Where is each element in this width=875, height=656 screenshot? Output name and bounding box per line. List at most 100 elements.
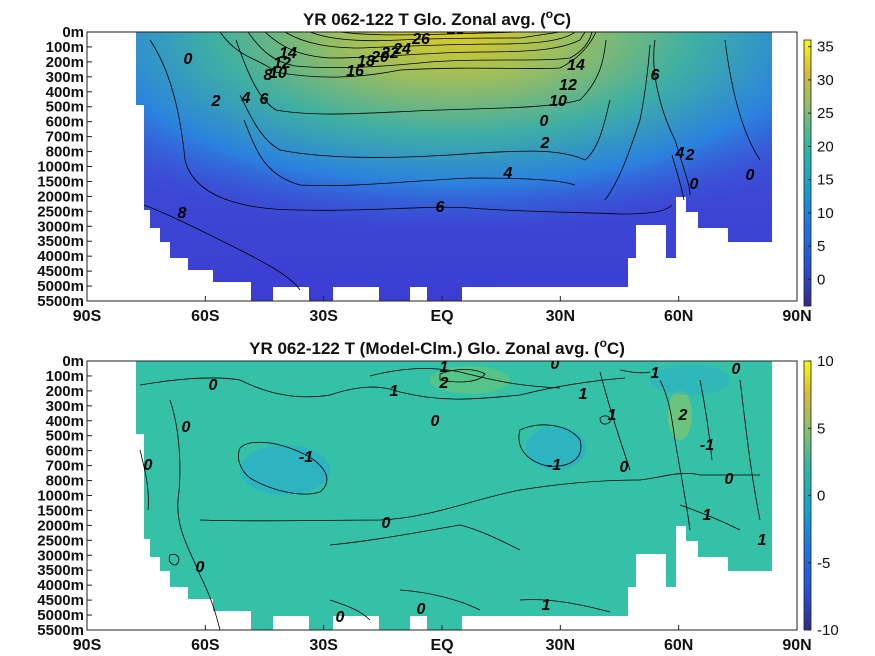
y-tick-label: 500m [46, 428, 84, 445]
y-tick-label: 500m [46, 99, 84, 116]
y-tick-label: 4000m [37, 577, 84, 594]
x-tick-label: 90N [782, 637, 811, 654]
contour-labels-bottom: 0 1 2 1 0 1 0 1 0 -1 -1 0 0 0 0 0 0 1 1 … [144, 356, 767, 626]
y-tick-label: 400m [46, 84, 84, 101]
colorbar-tick-label: 0 [817, 488, 825, 505]
y-tick-label: 200m [46, 54, 84, 71]
contour-label: 0 [690, 176, 699, 193]
contour-label: 1 [703, 507, 712, 524]
x-tick-label: 90S [73, 637, 102, 654]
contour-label: 0 [182, 419, 191, 436]
contour-label: 4 [241, 90, 251, 107]
contour-label: 4 [503, 165, 513, 182]
contour-label: 4 [675, 145, 685, 162]
contour-label: 18 [357, 53, 375, 70]
colorbar-tick-label: 35 [817, 39, 834, 56]
y-tick-label: 600m [46, 114, 84, 131]
y-tick-label: 600m [46, 443, 84, 460]
contour-label: 0 [336, 609, 345, 626]
contour-label: 6 [260, 91, 269, 108]
contour-label: 2 [685, 147, 695, 164]
chart-title-bottom: YR 062-122 T (Model-Clm.) Glo. Zonal avg… [249, 336, 625, 358]
contour-label: 0 [746, 167, 755, 184]
y-tick-label: 400m [46, 413, 84, 430]
contour-label: 1 [579, 386, 588, 403]
contour-lines-bottom [139, 368, 761, 630]
x-tick-label: 60S [191, 308, 220, 325]
contour-label: 0 [144, 457, 153, 474]
y-tick-label: 800m [46, 473, 84, 490]
contour-label: 2 [211, 93, 221, 110]
y-tick-label: 4500m [37, 592, 84, 609]
x-tick-label: EQ [430, 637, 453, 654]
x-tick-label: 30S [309, 308, 338, 325]
contour-label: 0 [431, 413, 440, 430]
contour-label: 2 [439, 375, 449, 392]
contour-label: 6 [651, 67, 660, 84]
y-tick-label: 4000m [37, 248, 84, 265]
land-mask-bottom [87, 361, 797, 630]
contour-label: 14 [567, 57, 585, 74]
contour-label: 0 [540, 113, 549, 130]
y-tick-label: 3500m [37, 233, 84, 250]
x-tick-label: 60N [664, 308, 693, 325]
contour-label: 20 [370, 49, 389, 66]
colorbar-tick-label: -10 [817, 622, 839, 639]
x-tick-label: 30S [309, 637, 338, 654]
contour-label: 24 [392, 41, 411, 58]
y-tick-label: 2500m [37, 203, 84, 220]
y-tick-label: 5000m [37, 278, 84, 295]
warm-anomaly-surface [430, 366, 510, 394]
y-tick-label: 3500m [37, 562, 84, 579]
colorbar-tick-label: 15 [817, 172, 834, 189]
contour-label: 6 [436, 199, 445, 216]
cold-anomaly-left [240, 445, 330, 495]
y-tick-label: 200m [46, 383, 84, 400]
warm-anomaly-north [668, 390, 692, 440]
colorbar-tick-label: 5 [817, 238, 825, 255]
chart-title-top: YR 062-122 T Glo. Zonal avg. (oC) [303, 7, 571, 29]
colorbar-ticks-top: 35 30 25 20 15 10 5 0 [808, 39, 834, 288]
colorbar-tick-label: 10 [817, 205, 834, 222]
contour-label: 16 [346, 63, 364, 80]
x-axis-top: 90S 60S 30S EQ 30N 60N 90N [73, 296, 812, 325]
contour-label: 8 [178, 205, 187, 222]
contour-label: 1 [651, 365, 660, 382]
x-tick-label: 90S [73, 308, 102, 325]
contour-label: 0 [732, 361, 741, 378]
contour-label: 0 [551, 356, 560, 373]
y-tick-label: 800m [46, 144, 84, 161]
y-tick-label: 3000m [37, 547, 84, 564]
contour-labels-top: 0 2 4 6 8 10 12 14 16 18 20 22 24 26 28 … [178, 31, 755, 222]
y-tick-label: 5000m [37, 607, 84, 624]
colorbar-tick-label: 0 [817, 271, 825, 288]
contour-label: 0 [196, 559, 205, 576]
panel-bottom: YR 062-122 T (Model-Clm.) Glo. Zonal avg… [37, 336, 838, 654]
y-tick-label: 1000m [37, 159, 84, 176]
heatmap-field-bottom: 0 1 2 1 0 1 0 1 0 -1 -1 0 0 0 0 0 0 1 1 … [87, 356, 797, 630]
y-tick-label: 300m [46, 69, 84, 86]
colorbar-tick-label: 30 [817, 72, 834, 89]
colorbar-tick-label: 10 [817, 353, 834, 370]
y-axis-top: 0m100m200m300m400m500m600m700m800m1000m1… [37, 24, 92, 310]
x-tick-label: 60S [191, 637, 220, 654]
y-tick-label: 3000m [37, 218, 84, 235]
contour-label: 26 [411, 31, 430, 48]
contour-label: -1 [547, 457, 561, 474]
y-tick-label: 5500m [37, 622, 84, 639]
contour-label: 0 [725, 471, 734, 488]
contour-label: 0 [184, 51, 193, 68]
colorbar-tick-label: 25 [817, 105, 834, 122]
contour-label: 0 [620, 459, 629, 476]
contour-label: 12 [273, 55, 291, 72]
y-tick-label: 700m [46, 129, 84, 146]
colorbar-tick-label: 20 [817, 138, 834, 155]
y-tick-label: 1000m [37, 488, 84, 505]
y-axis-bottom: 0m100m200m300m400m500m600m700m800m1000m1… [37, 353, 92, 639]
contour-label: 22 [380, 45, 399, 62]
panel-top: YR 062-122 T Glo. Zonal avg. (oC) [37, 7, 833, 325]
x-tick-label: 30N [546, 637, 575, 654]
y-tick-label: 2000m [37, 517, 84, 534]
y-tick-label: 100m [46, 39, 84, 56]
